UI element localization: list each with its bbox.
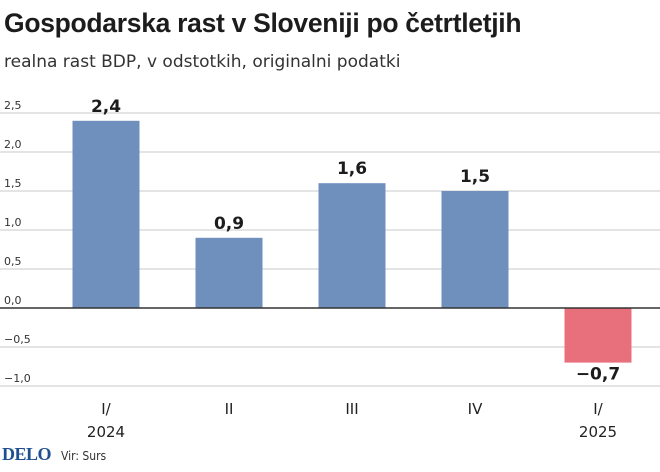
bar-chart: 2,5 2,0 1,5 1,0 0,5 0,0 −0,5 −1,0 2,4 0,9 1,6 1,5 −… [0,97,660,440]
x-tick-label-quarter: III [345,400,358,418]
x-tick-label-quarter: II [225,400,234,418]
data-label: −0,7 [576,365,620,385]
y-tick-label: 2,0 [4,138,22,151]
source-note: Vir: Surs [61,449,107,463]
chart-title: Gospodarska rast v Sloveniji po četrtlet… [4,8,522,38]
bar [564,308,632,363]
y-tick-label: 0,0 [4,294,22,307]
y-tick-label: 1,5 [4,177,22,190]
y-tick-label: −0,5 [4,333,31,346]
bar [441,191,509,308]
y-tick-label: 0,5 [4,255,22,268]
x-tick-label-year: 2024 [87,423,125,440]
bar [72,120,140,308]
x-tick-label-quarter: I/ [101,400,111,418]
x-tick-label-quarter: I/ [593,400,603,418]
delo-logo: DELO [2,444,52,464]
x-tick-label-quarter: IV [468,400,483,418]
bar [195,237,263,308]
y-tick-label: 2,5 [4,99,22,112]
bar [318,183,386,308]
y-tick-label: 1,0 [4,216,22,229]
data-label: 1,5 [460,167,490,187]
data-label: 0,9 [214,214,244,234]
chart-subtitle: realna rast BDP, v odstotkih, originalni… [4,52,401,72]
data-label: 1,6 [337,159,367,179]
bars [72,120,632,363]
x-tick-label-year: 2025 [579,423,617,440]
data-labels: 2,4 0,9 1,6 1,5 −0,7 [91,97,620,385]
y-tick-label: −1,0 [4,372,31,385]
footer: DELO Vir: Surs [2,444,106,465]
y-axis-tick-labels: 2,5 2,0 1,5 1,0 0,5 0,0 −0,5 −1,0 [4,99,31,385]
data-label: 2,4 [91,97,121,117]
